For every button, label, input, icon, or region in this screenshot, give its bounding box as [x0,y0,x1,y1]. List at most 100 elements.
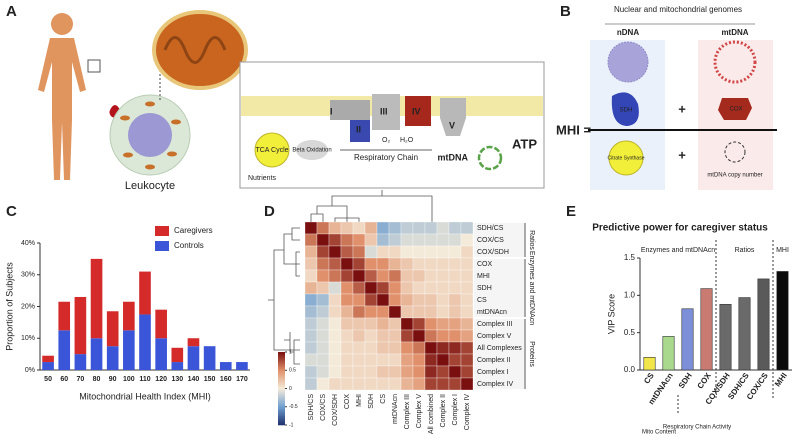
heatmap-cell [388,257,402,271]
colorbar-step [278,381,285,384]
heatmap-cell [364,305,378,319]
column-label: COX [344,394,351,410]
heatmap-cell [424,377,438,391]
heatmap-cell [424,257,438,271]
heatmap-cell [460,317,474,331]
bar [757,278,770,371]
heatmap-cell [448,377,462,391]
heatmap-cell [388,245,402,259]
complex-label: V [449,120,455,130]
heatmap-cell [412,377,426,391]
heatmap-cell [304,245,318,259]
heatmap-cell [460,353,474,367]
heatmap-cell [376,329,390,343]
column-label: CS [380,394,387,404]
bar [681,308,694,371]
heatmap-cell [424,305,438,319]
heatmap-cell [460,305,474,319]
column-label: Complex V [416,394,423,429]
bar-segment [42,362,54,370]
complex-label: III [380,106,388,116]
bar-segment [171,347,184,363]
heatmap-cell [460,341,474,355]
heatmap-cell [352,305,366,319]
heatmap-cell [376,269,390,283]
bar-segment [203,346,216,370]
row-label: COX/CS [477,237,504,244]
heatmap-cell [340,269,354,283]
heatmap-cell [316,317,330,331]
colorbar-step [278,353,285,356]
colorbar-step [278,379,285,382]
heatmap-cell [460,245,474,259]
colorbar-step [278,377,285,380]
heatmap-cell [400,353,414,367]
complex-label: IV [412,106,421,116]
heatmap-cell [400,257,414,271]
heatmap-cell [424,353,438,367]
heatmap-cell [328,365,342,379]
colorbar-step [278,373,285,377]
column-label: All combined [428,394,435,434]
group-band [474,259,524,317]
heatmap-cell [376,377,390,391]
complex-shape [405,96,431,126]
heatmap-cell [364,365,378,379]
heatmap-cell [316,341,330,355]
colorbar-step [278,414,285,417]
colorbar-step [278,355,285,358]
heatmap-cell [316,365,330,379]
y-tick-label: 20% [21,303,35,310]
heatmap-cell [352,221,366,235]
colorbar-label: 0 [289,386,292,392]
row-label: Complex I [477,369,509,376]
heatmap-cell [448,245,462,259]
heatmap-cell [388,365,402,379]
colorbar-step [278,415,285,418]
heatmap-cell [376,353,390,367]
colorbar-step [278,368,285,371]
column-label: mtDNAcn [392,394,399,424]
heatmap-cell [424,293,438,307]
bar-segment [155,338,167,370]
colorbar-step [278,421,285,424]
heatmap-cell [376,221,390,235]
heatmap-cell [448,353,462,367]
copy-circle [724,141,746,163]
group-label: Mito Content [642,430,676,436]
column-label: Complex IV [464,394,471,431]
panel-label: A [6,3,17,20]
heatmap-cell [376,257,390,271]
column-label: SDH/CS [308,394,315,421]
mtdna-ring [713,40,757,84]
heatmap-cell [316,293,330,307]
heatmap-cell [448,293,462,307]
colorbar-step [278,390,285,393]
y-tick-label: 0.0 [624,365,636,374]
complex-shape [440,98,466,136]
h2o-label: H₂O [400,137,414,144]
heatmap-cell [436,365,450,379]
cox-label: COX [729,107,742,113]
cristae [163,36,227,64]
heatmap-cell [364,317,378,331]
row-label: COX [477,261,493,268]
figure-head [51,13,73,35]
heatmap-cell [328,269,342,283]
heatmap-cell [340,245,354,259]
legend-swatch [155,226,169,236]
bar-segment [106,346,119,370]
heatmap-cell [328,305,342,319]
y-axis-label: Proportion of Subjects [4,262,14,351]
bar-segment [187,346,200,370]
o2-label: O₂ [382,137,390,144]
heatmap-cell [436,257,450,271]
bar-segment [74,354,87,370]
heatmap-cell [424,365,438,379]
heatmap-cell [352,257,366,271]
heatmap-cell [424,341,438,355]
group-label: MHI [776,247,789,254]
heatmap-cell [376,305,390,319]
colorbar-step [278,397,285,400]
colorbar-step [278,361,285,364]
